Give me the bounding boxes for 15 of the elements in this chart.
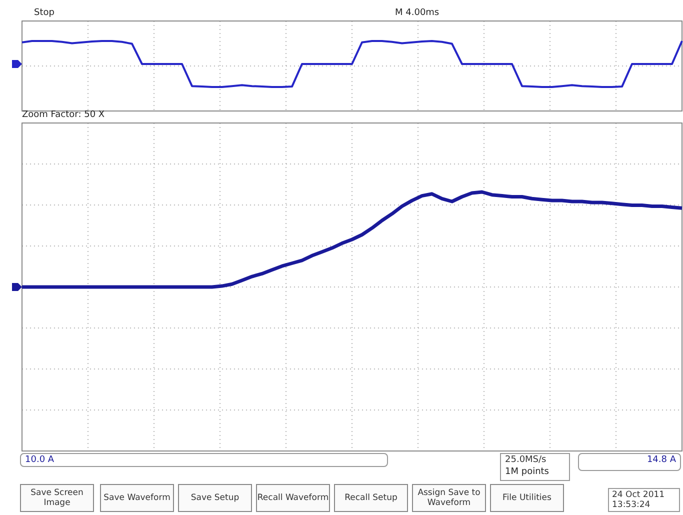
text: Recall Setup <box>334 484 408 512</box>
text: M 4.00ms <box>395 8 440 18</box>
text: 14.8 A <box>578 453 681 471</box>
text: Assign Save to Waveform <box>412 484 486 512</box>
text: File Utilities <box>490 484 564 512</box>
text: Save Setup <box>178 484 252 512</box>
text: 25.0MS/s <box>505 455 546 465</box>
text: Save Screen Image <box>20 484 94 512</box>
text: Recall Waveform <box>256 484 330 512</box>
text: 24 Oct 2011 13:53:24 <box>608 488 680 512</box>
chart-title: Zoom Factor: 50 X <box>22 110 105 120</box>
text: Save Waveform <box>100 484 174 512</box>
text: 1M points <box>505 467 549 477</box>
chart-title: Stop <box>34 8 54 18</box>
text: 10.0 A <box>20 453 388 467</box>
